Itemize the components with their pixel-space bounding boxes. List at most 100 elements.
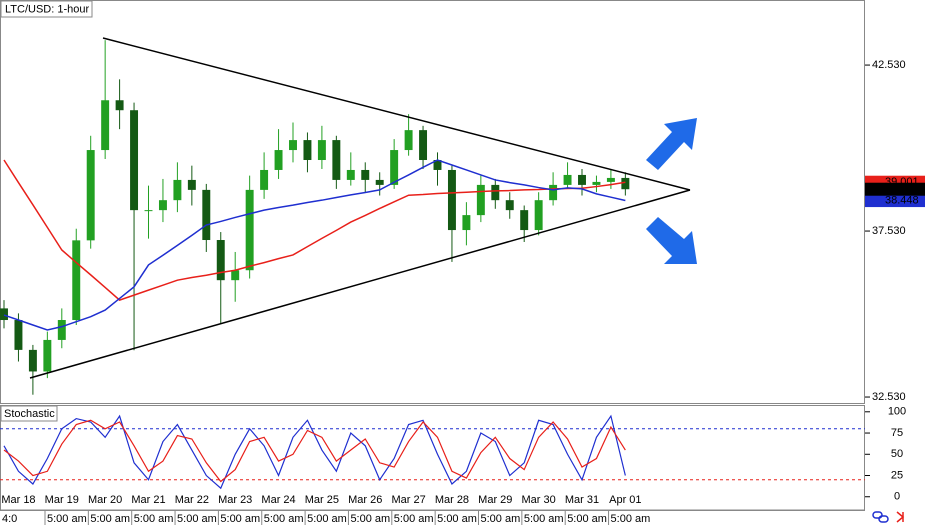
x-tick-label: Mar 20	[88, 494, 122, 506]
candle-body	[144, 210, 153, 212]
candle-body	[202, 189, 211, 241]
x-tick-label: Mar 25	[305, 494, 339, 506]
candle-body	[375, 179, 384, 185]
candle-body	[0, 308, 8, 321]
scroll-end-icon[interactable]	[896, 511, 905, 523]
price-panel	[0, 0, 865, 404]
y-tick-label: 75	[891, 427, 903, 439]
time-label: 5:00 am	[134, 513, 174, 525]
x-tick-label: Mar 31	[565, 494, 599, 506]
candle-body	[419, 130, 428, 161]
candle-body	[563, 174, 572, 185]
y-tick-label: 50	[891, 448, 903, 460]
candle-body	[476, 184, 485, 216]
candle-body	[361, 169, 370, 180]
candle-body	[592, 181, 601, 185]
candle-body	[491, 184, 500, 201]
candle-body	[245, 189, 254, 271]
title-box	[0, 0, 93, 18]
candle-body	[332, 140, 341, 180]
y-tick-label: 32.530	[872, 391, 906, 403]
x-tick-label: Mar 28	[435, 494, 469, 506]
time-label: 5:00 am	[567, 513, 607, 525]
link-icon[interactable]	[872, 511, 883, 519]
candle-body	[346, 169, 355, 180]
candle-body	[115, 100, 124, 111]
candle-body	[505, 200, 514, 211]
time-label: 5:00 am	[524, 513, 564, 525]
x-tick-label: Mar 21	[131, 494, 165, 506]
y-tick-label: 0	[894, 491, 900, 503]
stochastic-line	[3, 414, 626, 490]
candle-body	[43, 339, 52, 372]
time-label: 5:00 am	[264, 513, 304, 525]
x-tick-label: Mar 22	[175, 494, 209, 506]
x-tick-label: Mar 18	[1, 494, 35, 506]
candle-body	[303, 140, 312, 161]
candle-body	[86, 150, 95, 241]
candle-body	[14, 320, 23, 350]
link-icon-part	[878, 515, 889, 523]
time-label: 5:00 am	[90, 513, 130, 525]
indicator-box	[0, 405, 58, 422]
y-tick-label: 42.530	[872, 59, 906, 71]
time-label: 5:00 am	[394, 513, 434, 525]
moving-average	[3, 159, 626, 331]
time-label: 5:00 am	[611, 513, 651, 525]
candle-body	[289, 140, 297, 151]
candle-body	[534, 200, 543, 231]
candle-body	[317, 140, 326, 161]
candle-body	[606, 177, 615, 182]
time-label: 5:00 am	[307, 513, 347, 525]
time-label: 5:00 am	[481, 513, 521, 525]
price-tag	[865, 182, 925, 196]
x-tick-label: Mar 30	[522, 494, 556, 506]
plot-area	[0, 40, 630, 395]
candle-body	[173, 179, 182, 201]
y-tick-label: 25	[891, 469, 903, 481]
time-label: 5:00 am	[437, 513, 477, 525]
time-label: 5:00 am	[220, 513, 260, 525]
x-tick-label: Apr 01	[609, 494, 641, 506]
candle-body	[404, 130, 413, 151]
candle-body	[57, 320, 66, 340]
time-label: 5:00 am	[177, 513, 217, 525]
arrow-up	[646, 118, 697, 170]
y-tick-label: 100	[888, 406, 906, 418]
candle-body	[130, 110, 139, 211]
candle-body	[28, 349, 37, 372]
price-tag-label: 38.790	[885, 183, 919, 195]
candle-body	[158, 200, 167, 211]
time-label: 5:00 am	[350, 513, 390, 525]
x-tick-label: Mar 27	[391, 494, 425, 506]
chart-title: LTC/USD: 1-hour	[5, 3, 89, 15]
candle-body	[578, 174, 586, 185]
candle-body	[520, 210, 529, 231]
price-tag-label: 38.448	[885, 194, 919, 206]
time-label: 4:0	[2, 513, 17, 525]
candle-body	[260, 169, 269, 190]
candle-body	[216, 240, 225, 281]
candle-body	[462, 215, 471, 231]
moving-average	[3, 159, 626, 301]
candle-body	[274, 150, 283, 170]
toolbar-icons	[872, 511, 905, 523]
candle-body	[621, 177, 630, 190]
x-tick-label: Mar 29	[478, 494, 512, 506]
stochastic-line	[3, 419, 626, 483]
arrow-down	[646, 217, 697, 264]
price-tag	[865, 194, 925, 208]
candle-body	[231, 270, 240, 281]
y-tick-label: 37.530	[872, 225, 906, 237]
candle-body	[447, 169, 456, 231]
x-tick-label: Mar 24	[261, 494, 295, 506]
candle-body	[72, 240, 81, 321]
x-tick-label: Mar 26	[348, 494, 382, 506]
candle-body	[390, 150, 399, 185]
candle-body	[433, 160, 442, 170]
candle-body	[187, 179, 196, 190]
x-tick-label: Mar 23	[218, 494, 252, 506]
trendline-lower	[29, 189, 691, 379]
